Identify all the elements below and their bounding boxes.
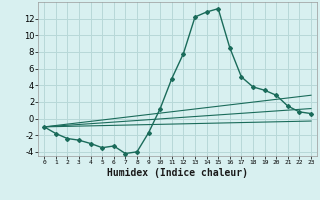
X-axis label: Humidex (Indice chaleur): Humidex (Indice chaleur): [107, 168, 248, 178]
